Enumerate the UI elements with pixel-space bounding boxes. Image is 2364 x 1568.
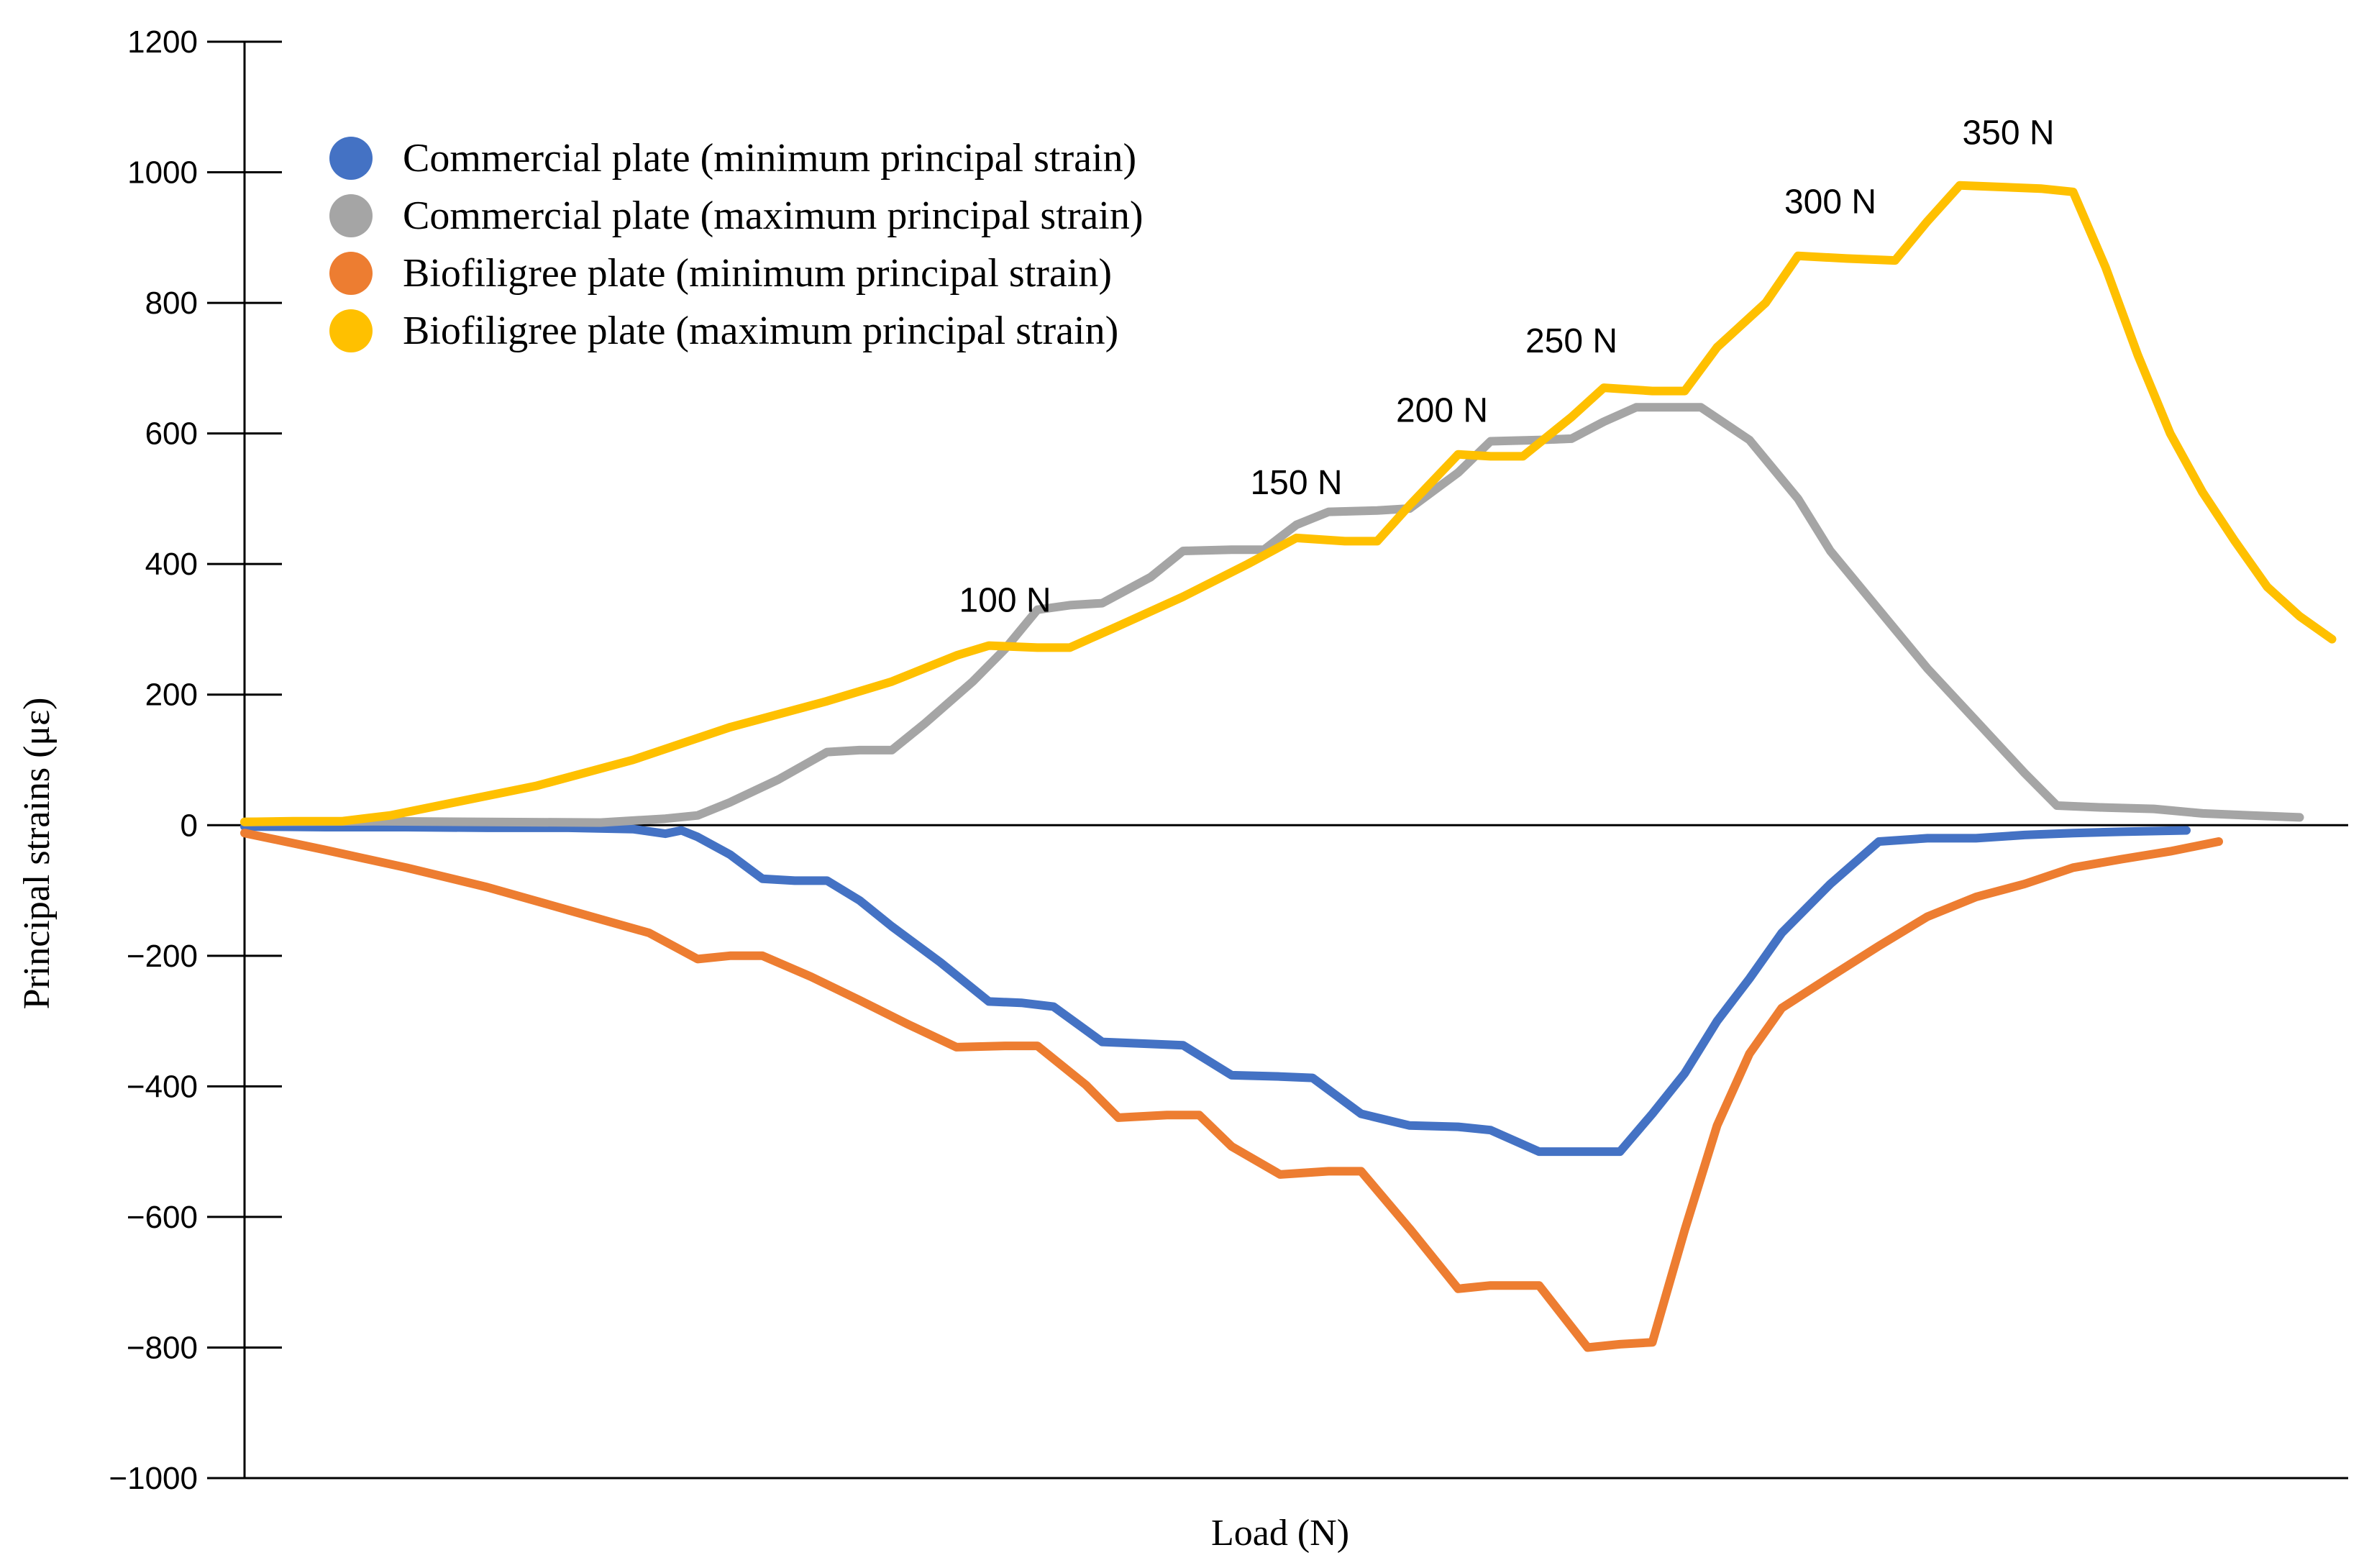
y-tick-label: −200 bbox=[127, 939, 198, 974]
y-tick-label: −600 bbox=[127, 1200, 198, 1235]
y-axis: 1200 1000 800 600 400 200 0 −200 −400 −600 −800 −10… bbox=[109, 24, 2348, 1496]
legend-marker bbox=[329, 194, 373, 237]
load-annotation: 350 N bbox=[1962, 114, 2054, 152]
legend-marker bbox=[329, 137, 373, 180]
load-annotation: 200 N bbox=[1396, 391, 1488, 429]
y-tick-label: −400 bbox=[127, 1069, 198, 1104]
y-tick-label: 0 bbox=[181, 808, 198, 843]
load-annotation: 300 N bbox=[1784, 183, 1876, 222]
load-annotation: 250 N bbox=[1525, 322, 1617, 360]
legend-label: Commercial plate (minimum principal stra… bbox=[403, 136, 1136, 181]
load-annotation: 150 N bbox=[1250, 464, 1342, 502]
series-line-1 bbox=[240, 822, 2191, 1157]
legend-label: Biofiligree plate (maximum principal str… bbox=[403, 309, 1118, 353]
legend-marker bbox=[329, 309, 373, 352]
series-line-3 bbox=[240, 829, 2223, 1352]
legend: Commercial plate (minimum principal stra… bbox=[329, 136, 1143, 353]
load-annotations: 100 N 150 N 200 N 250 N 300 N 350 N bbox=[959, 114, 2054, 620]
legend-label: Commercial plate (maximum principal stra… bbox=[403, 193, 1143, 238]
x-axis-title: Load (N) bbox=[1211, 1513, 1349, 1554]
y-tick-label: 600 bbox=[145, 416, 198, 452]
series-line-2 bbox=[240, 403, 2304, 827]
legend-marker bbox=[329, 252, 373, 295]
legend-label: Biofiligree plate (minimum principal str… bbox=[403, 251, 1112, 296]
y-tick-label: 800 bbox=[145, 286, 198, 321]
y-tick-label: −1000 bbox=[109, 1461, 198, 1496]
y-axis-title: Principal strains (με) bbox=[17, 698, 58, 1010]
y-tick-label: 1000 bbox=[127, 155, 198, 191]
y-tick-label: −800 bbox=[127, 1330, 198, 1365]
y-tick-label: 1200 bbox=[127, 24, 198, 60]
series-line-4 bbox=[240, 181, 2337, 826]
y-tick-label: 400 bbox=[145, 547, 198, 582]
load-annotation: 100 N bbox=[959, 581, 1051, 619]
y-tick-label: 200 bbox=[145, 678, 198, 713]
series-lines bbox=[240, 181, 2337, 1352]
